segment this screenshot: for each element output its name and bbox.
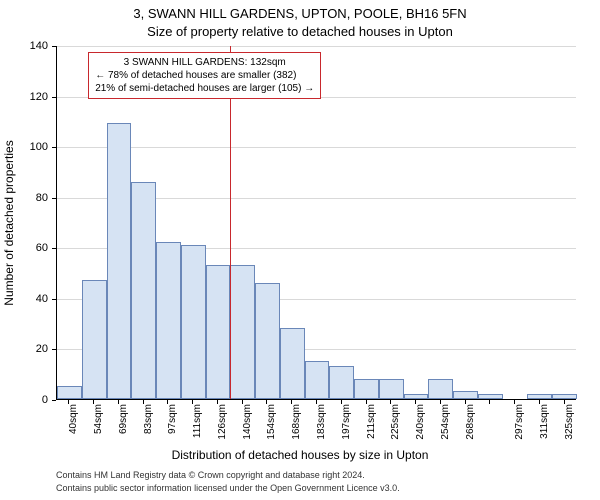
x-axis-title: Distribution of detached houses by size … — [0, 448, 600, 462]
histogram-bar — [255, 283, 280, 399]
y-tick-label: 0 — [42, 394, 48, 406]
y-axis-title: Number of detached properties — [2, 140, 16, 305]
y-tick-label: 20 — [36, 343, 48, 355]
gridline — [57, 147, 576, 148]
chart-title-main: 3, SWANN HILL GARDENS, UPTON, POOLE, BH1… — [0, 6, 600, 21]
y-tick-label: 60 — [36, 242, 48, 254]
histogram-bar — [478, 394, 503, 399]
histogram-bar — [329, 366, 354, 399]
x-tick-label: 240sqm — [415, 404, 426, 444]
annotation-line: ← 78% of detached houses are smaller (38… — [95, 69, 314, 82]
histogram-bar — [57, 386, 82, 399]
y-tick-label: 140 — [30, 40, 48, 52]
y-tick — [52, 147, 56, 148]
histogram-bar — [305, 361, 330, 399]
histogram-bar — [156, 242, 181, 399]
y-tick — [52, 349, 56, 350]
x-tick-label: 211sqm — [366, 404, 377, 444]
x-tick-label: 268sqm — [465, 404, 476, 444]
histogram-bar — [552, 394, 577, 399]
y-tick — [52, 299, 56, 300]
plot-area: 3 SWANN HILL GARDENS: 132sqm← 78% of det… — [56, 46, 576, 400]
histogram-bar — [181, 245, 206, 399]
histogram-bar — [527, 394, 552, 399]
chart-container: 3, SWANN HILL GARDENS, UPTON, POOLE, BH1… — [0, 0, 600, 500]
x-tick-label: 126sqm — [217, 404, 228, 444]
histogram-bar — [107, 123, 132, 399]
x-tick-label: 297sqm — [514, 404, 525, 444]
x-tick-label: 325sqm — [564, 404, 575, 444]
histogram-bar — [206, 265, 231, 399]
histogram-bar — [354, 379, 379, 399]
footer-line-2: Contains public sector information licen… — [56, 483, 400, 493]
y-tick — [52, 400, 56, 401]
x-tick-label: 111sqm — [192, 404, 203, 444]
x-tick-label: 97sqm — [167, 404, 178, 444]
histogram-bar — [131, 182, 156, 399]
histogram-bar — [82, 280, 107, 399]
y-tick-label: 100 — [30, 141, 48, 153]
x-tick-label: 254sqm — [440, 404, 451, 444]
x-tick-label: 83sqm — [143, 404, 154, 444]
x-tick-label: 311sqm — [539, 404, 550, 444]
y-tick — [52, 248, 56, 249]
x-tick-label: 183sqm — [316, 404, 327, 444]
histogram-bar — [453, 391, 478, 399]
annotation-box: 3 SWANN HILL GARDENS: 132sqm← 78% of det… — [88, 52, 321, 99]
x-tick-label: 197sqm — [341, 404, 352, 444]
y-tick-label: 40 — [36, 293, 48, 305]
histogram-bar — [230, 265, 255, 399]
y-tick-label: 80 — [36, 192, 48, 204]
annotation-line: 3 SWANN HILL GARDENS: 132sqm — [95, 56, 314, 69]
x-tick-label: 54sqm — [93, 404, 104, 444]
footer-line-1: Contains HM Land Registry data © Crown c… — [56, 470, 365, 480]
chart-title-sub: Size of property relative to detached ho… — [0, 24, 600, 39]
x-tick — [489, 400, 490, 404]
x-tick-label: 140sqm — [242, 404, 253, 444]
y-tick — [52, 97, 56, 98]
x-tick-label: 168sqm — [291, 404, 302, 444]
histogram-bar — [428, 379, 453, 399]
y-tick-label: 120 — [30, 91, 48, 103]
gridline — [57, 46, 576, 47]
x-tick-label: 154sqm — [266, 404, 277, 444]
histogram-bar — [404, 394, 429, 399]
x-tick-label: 40sqm — [68, 404, 79, 444]
x-tick-label: 69sqm — [118, 404, 129, 444]
x-tick-label: 225sqm — [390, 404, 401, 444]
annotation-line: 21% of semi-detached houses are larger (… — [95, 82, 314, 95]
y-tick — [52, 198, 56, 199]
histogram-bar — [280, 328, 305, 399]
y-tick — [52, 46, 56, 47]
histogram-bar — [379, 379, 404, 399]
